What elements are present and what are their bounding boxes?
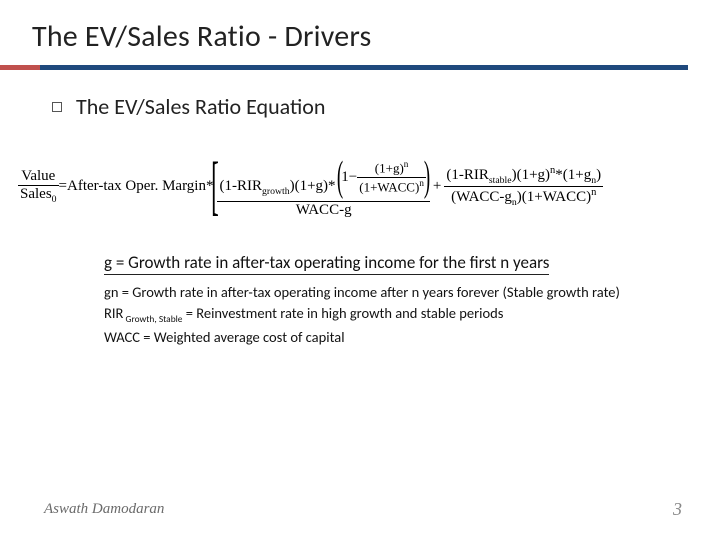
lhs-fraction: Value Sales0 [18, 168, 59, 205]
footer-page-number: 3 [673, 499, 682, 520]
inner-fraction: (1+g)n (1+WACC)n [357, 159, 426, 195]
slide: The EV/Sales Ratio - Drivers The EV/Sale… [0, 0, 720, 540]
def-rir: RIR Growth, Stable = Reinvestment rate i… [104, 303, 648, 327]
main-rule [32, 65, 688, 70]
lhs-num: Value [19, 168, 57, 185]
def-g: g = Growth rate in after-tax operating i… [104, 252, 549, 275]
paren-right-icon: ) [424, 153, 430, 201]
left-bracket-icon: [ [212, 148, 220, 224]
term1-den: WACC-g [294, 202, 354, 219]
bullet-square-icon [52, 102, 62, 112]
accent-bar [0, 65, 40, 70]
term2-fraction: (1-RIRstable)(1+g)n*(1+gn) (WACC-gn)(1+W… [444, 165, 603, 208]
formula: Value Sales0 =After-tax Oper. Margin* [ … [18, 148, 674, 224]
title-rule [32, 65, 688, 75]
slide-title: The EV/Sales Ratio - Drivers [32, 18, 688, 55]
def-wacc: WACC = Weighted average cost of capital [104, 327, 648, 348]
lhs-den: Sales0 [18, 186, 59, 205]
paren-left-icon: ( [337, 153, 343, 201]
footer-author: Aswath Damodaran [44, 501, 164, 518]
term1-num: (1-RIRgrowth)(1+g)* ( 1− (1+g)n (1+WACC)… [217, 153, 429, 201]
plus-sign: + [430, 178, 444, 195]
term2-den: (WACC-gn)(1+WACC)n [449, 187, 598, 208]
margin-label: =After-tax Oper. Margin* [59, 178, 214, 195]
subheading-row: The EV/Sales Ratio Equation [52, 93, 688, 120]
term2-num: (1-RIRstable)(1+g)n*(1+gn) [444, 165, 603, 186]
term1-fraction: (1-RIRgrowth)(1+g)* ( 1− (1+g)n (1+WACC)… [217, 153, 429, 219]
subheading-text: The EV/Sales Ratio Equation [76, 93, 325, 120]
definitions: g = Growth rate in after-tax operating i… [104, 252, 648, 348]
def-gn: gn = Growth rate in after-tax operating … [104, 282, 648, 303]
